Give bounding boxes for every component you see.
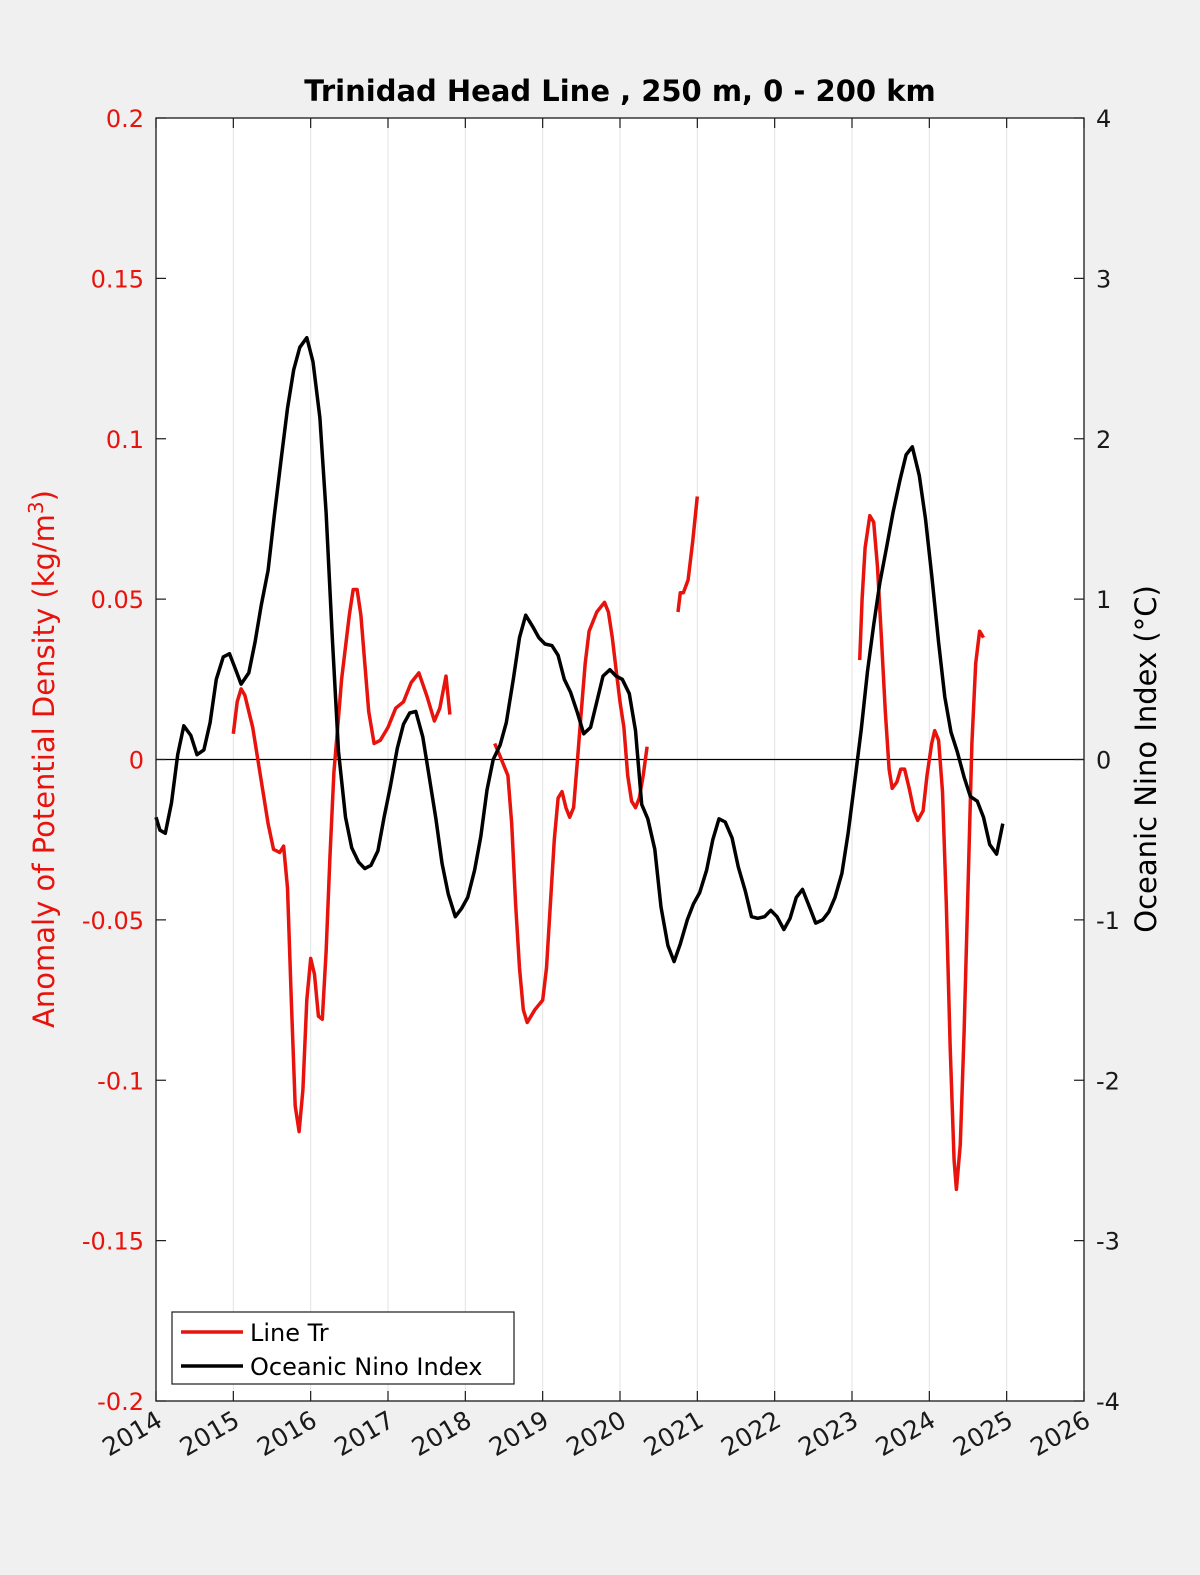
left-tick-label--0.2: -0.2	[97, 1388, 144, 1416]
legend-box	[171, 1311, 515, 1385]
legend-label-oni: Oceanic Nino Index	[250, 1353, 482, 1381]
line-tr-series-segment-2	[676, 496, 700, 613]
legend: Line Tr Oceanic Nino Index	[171, 1311, 515, 1385]
legend-label-line-tr: Line Tr	[250, 1319, 329, 1347]
left-axis: 0.2 0.15 0.1 0.05 0 -0.05 -0.1 -0.15 -0.2	[82, 105, 166, 1416]
right-axis-label: Oceanic Nino Index (°C)	[1129, 585, 1163, 933]
left-tick-label-0.1: 0.1	[106, 426, 144, 454]
right-tick-label-4: 4	[1096, 105, 1111, 133]
chart-title: Trinidad Head Line , 250 m, 0 - 200 km	[304, 74, 935, 108]
series-lines	[154, 335, 1005, 1192]
left-tick-label-0.2: 0.2	[106, 105, 144, 133]
line-tr-series-segment-1	[493, 600, 649, 1025]
right-tick-label-3: 3	[1096, 265, 1111, 293]
right-tick-label--2: -2	[1096, 1067, 1120, 1095]
left-axis-label: Anomaly of Potential Density (kg/m3)	[24, 490, 61, 1028]
left-tick-label-0.15: 0.15	[91, 265, 144, 293]
left-tick-label-0.05: 0.05	[91, 586, 144, 614]
right-tick-label--4: -4	[1096, 1388, 1120, 1416]
right-tick-label--3: -3	[1096, 1228, 1120, 1256]
left-tick-label--0.05: -0.05	[82, 907, 144, 935]
right-tick-label-0: 0	[1096, 747, 1111, 775]
right-tick-label-1: 1	[1096, 586, 1111, 614]
left-axis-label-text: Anomaly of Potential Density (kg/m	[27, 514, 61, 1028]
right-tick-label-2: 2	[1096, 426, 1111, 454]
left-tick-label-0: 0	[129, 747, 144, 775]
oni-series-segment-0	[154, 335, 1005, 964]
left-tick-label--0.15: -0.15	[82, 1228, 144, 1256]
left-axis-label-close: )	[27, 490, 61, 501]
right-tick-label--1: -1	[1096, 907, 1120, 935]
right-axis: 4 3 2 1 0 -1 -2 -3 -4	[1074, 105, 1120, 1416]
left-axis-label-superscript: 3	[24, 501, 48, 514]
line-tr-series-segment-0	[231, 587, 452, 1134]
left-tick-label--0.1: -0.1	[97, 1067, 144, 1095]
